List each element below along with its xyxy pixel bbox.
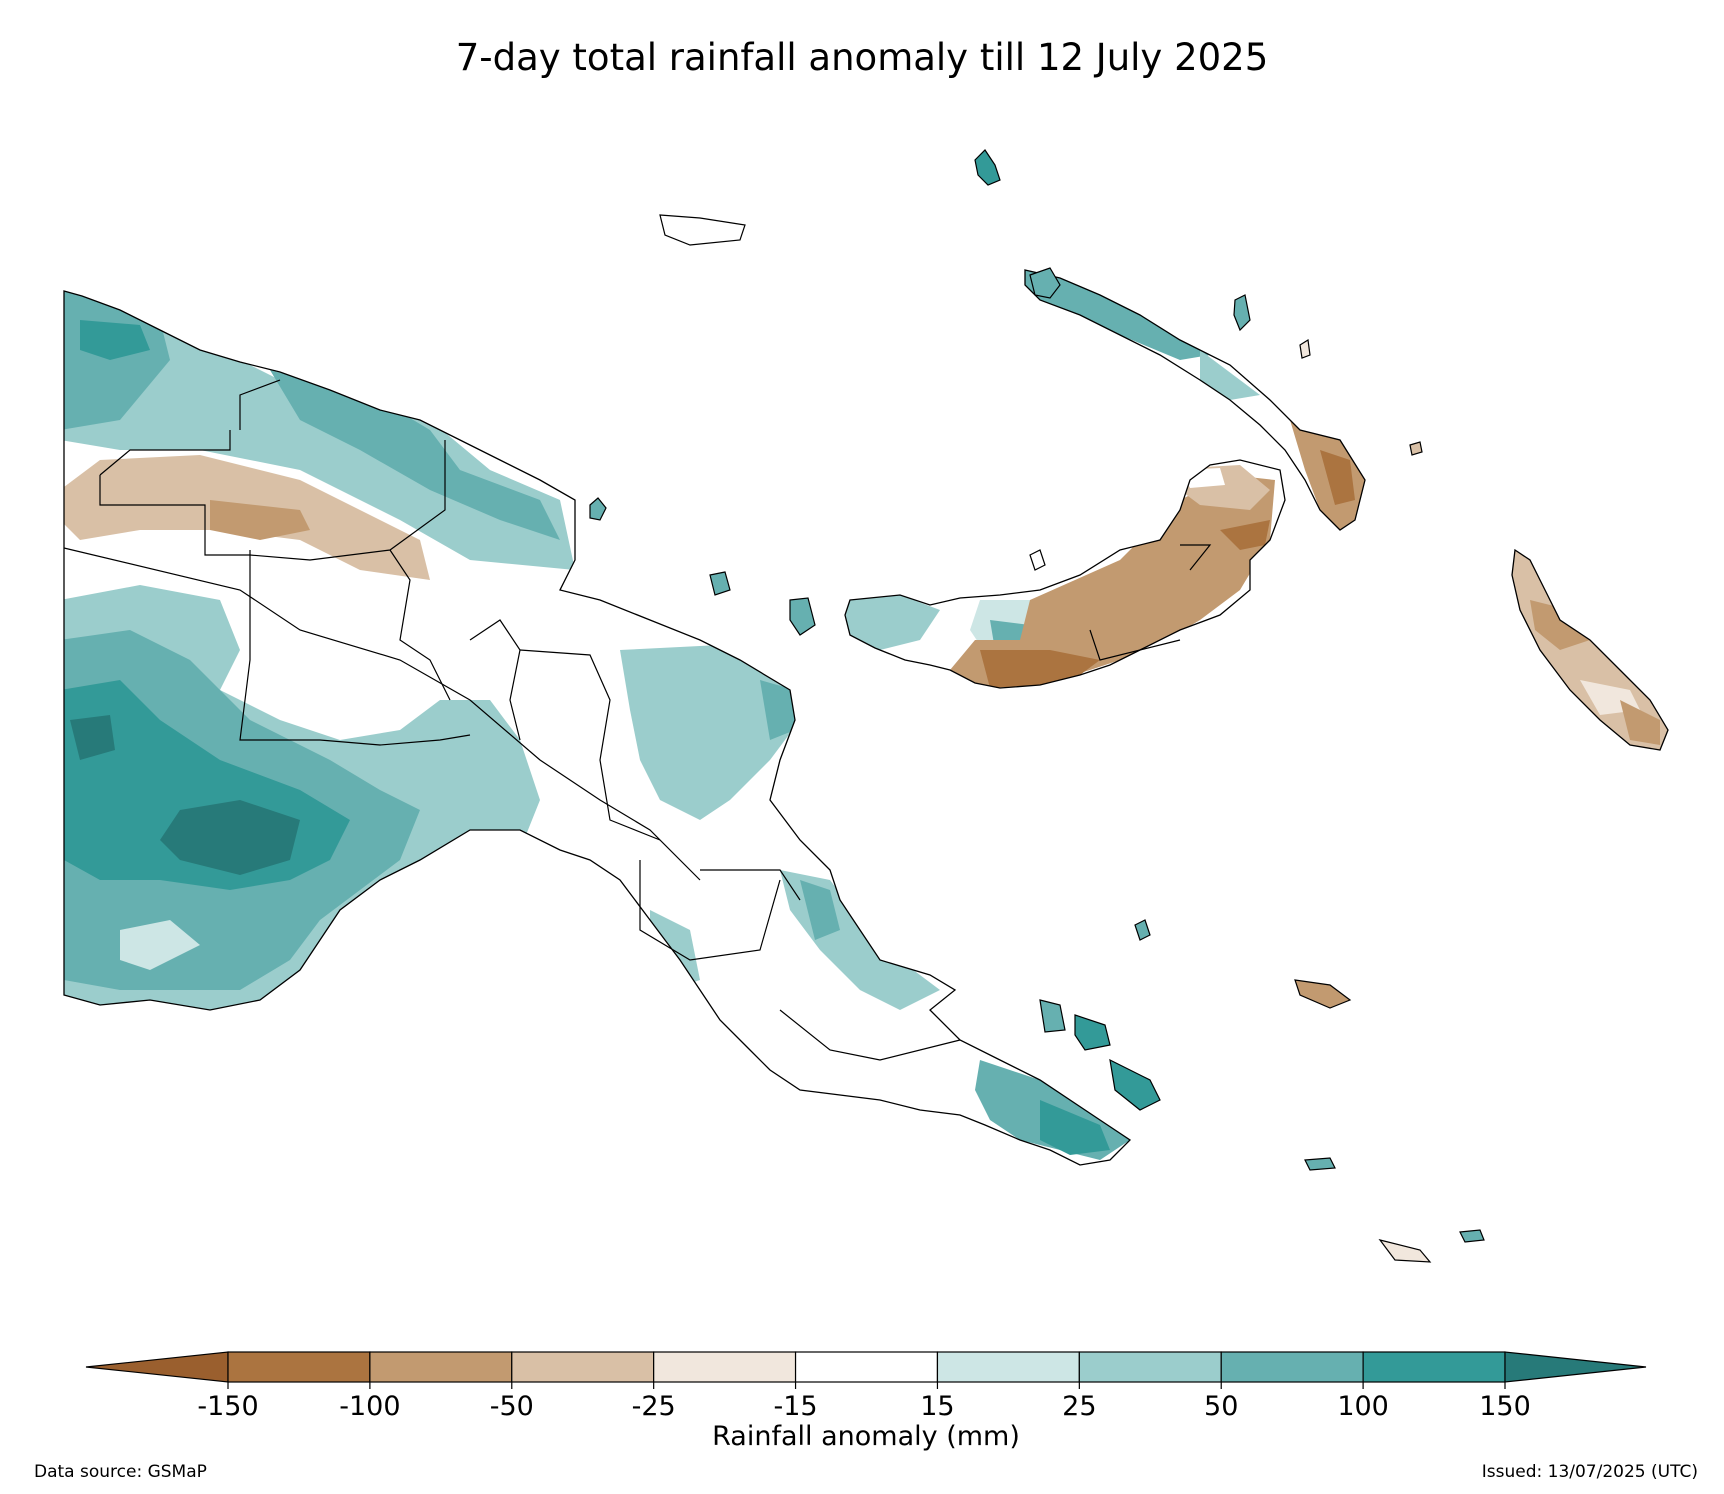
colorbar-tick-label: 50 xyxy=(1204,1391,1238,1422)
colorbar-segment xyxy=(1362,1351,1506,1383)
colorbar-segment xyxy=(1220,1351,1364,1383)
data-source-note: Data source: GSMaP xyxy=(34,1462,207,1482)
colorbar-extend-low xyxy=(85,1351,229,1383)
colorbar-segment xyxy=(511,1351,655,1383)
colorbar-segment xyxy=(1078,1351,1222,1383)
colorbar-tick-label: -50 xyxy=(490,1391,534,1422)
colorbar-segment xyxy=(227,1351,371,1383)
colorbar-segment xyxy=(369,1351,513,1383)
small-islands xyxy=(589,149,1485,1263)
map-title: 7-day total rainfall anomaly till 12 Jul… xyxy=(455,36,1269,79)
colorbar-segment xyxy=(936,1351,1080,1383)
colorbar-tick-label: 25 xyxy=(1062,1391,1096,1422)
colorbar-segment xyxy=(653,1351,797,1383)
colorbar-tick-label: -25 xyxy=(632,1391,676,1422)
colorbar-tick-label: -100 xyxy=(339,1391,400,1422)
colorbar-tick-label: 150 xyxy=(1479,1391,1531,1422)
colorbar-label: Rainfall anomaly (mm) xyxy=(712,1421,1020,1452)
issued-note: Issued: 13/07/2025 (UTC) xyxy=(1481,1462,1698,1482)
colorbar-tick-label: -15 xyxy=(774,1391,818,1422)
colorbar-tick-label: 100 xyxy=(1337,1391,1389,1422)
colorbar-tick-label: -150 xyxy=(197,1391,258,1422)
colorbar-tick-label: 15 xyxy=(920,1391,954,1422)
colorbar-segment xyxy=(794,1351,939,1383)
colorbar-extend-high xyxy=(1504,1351,1647,1383)
